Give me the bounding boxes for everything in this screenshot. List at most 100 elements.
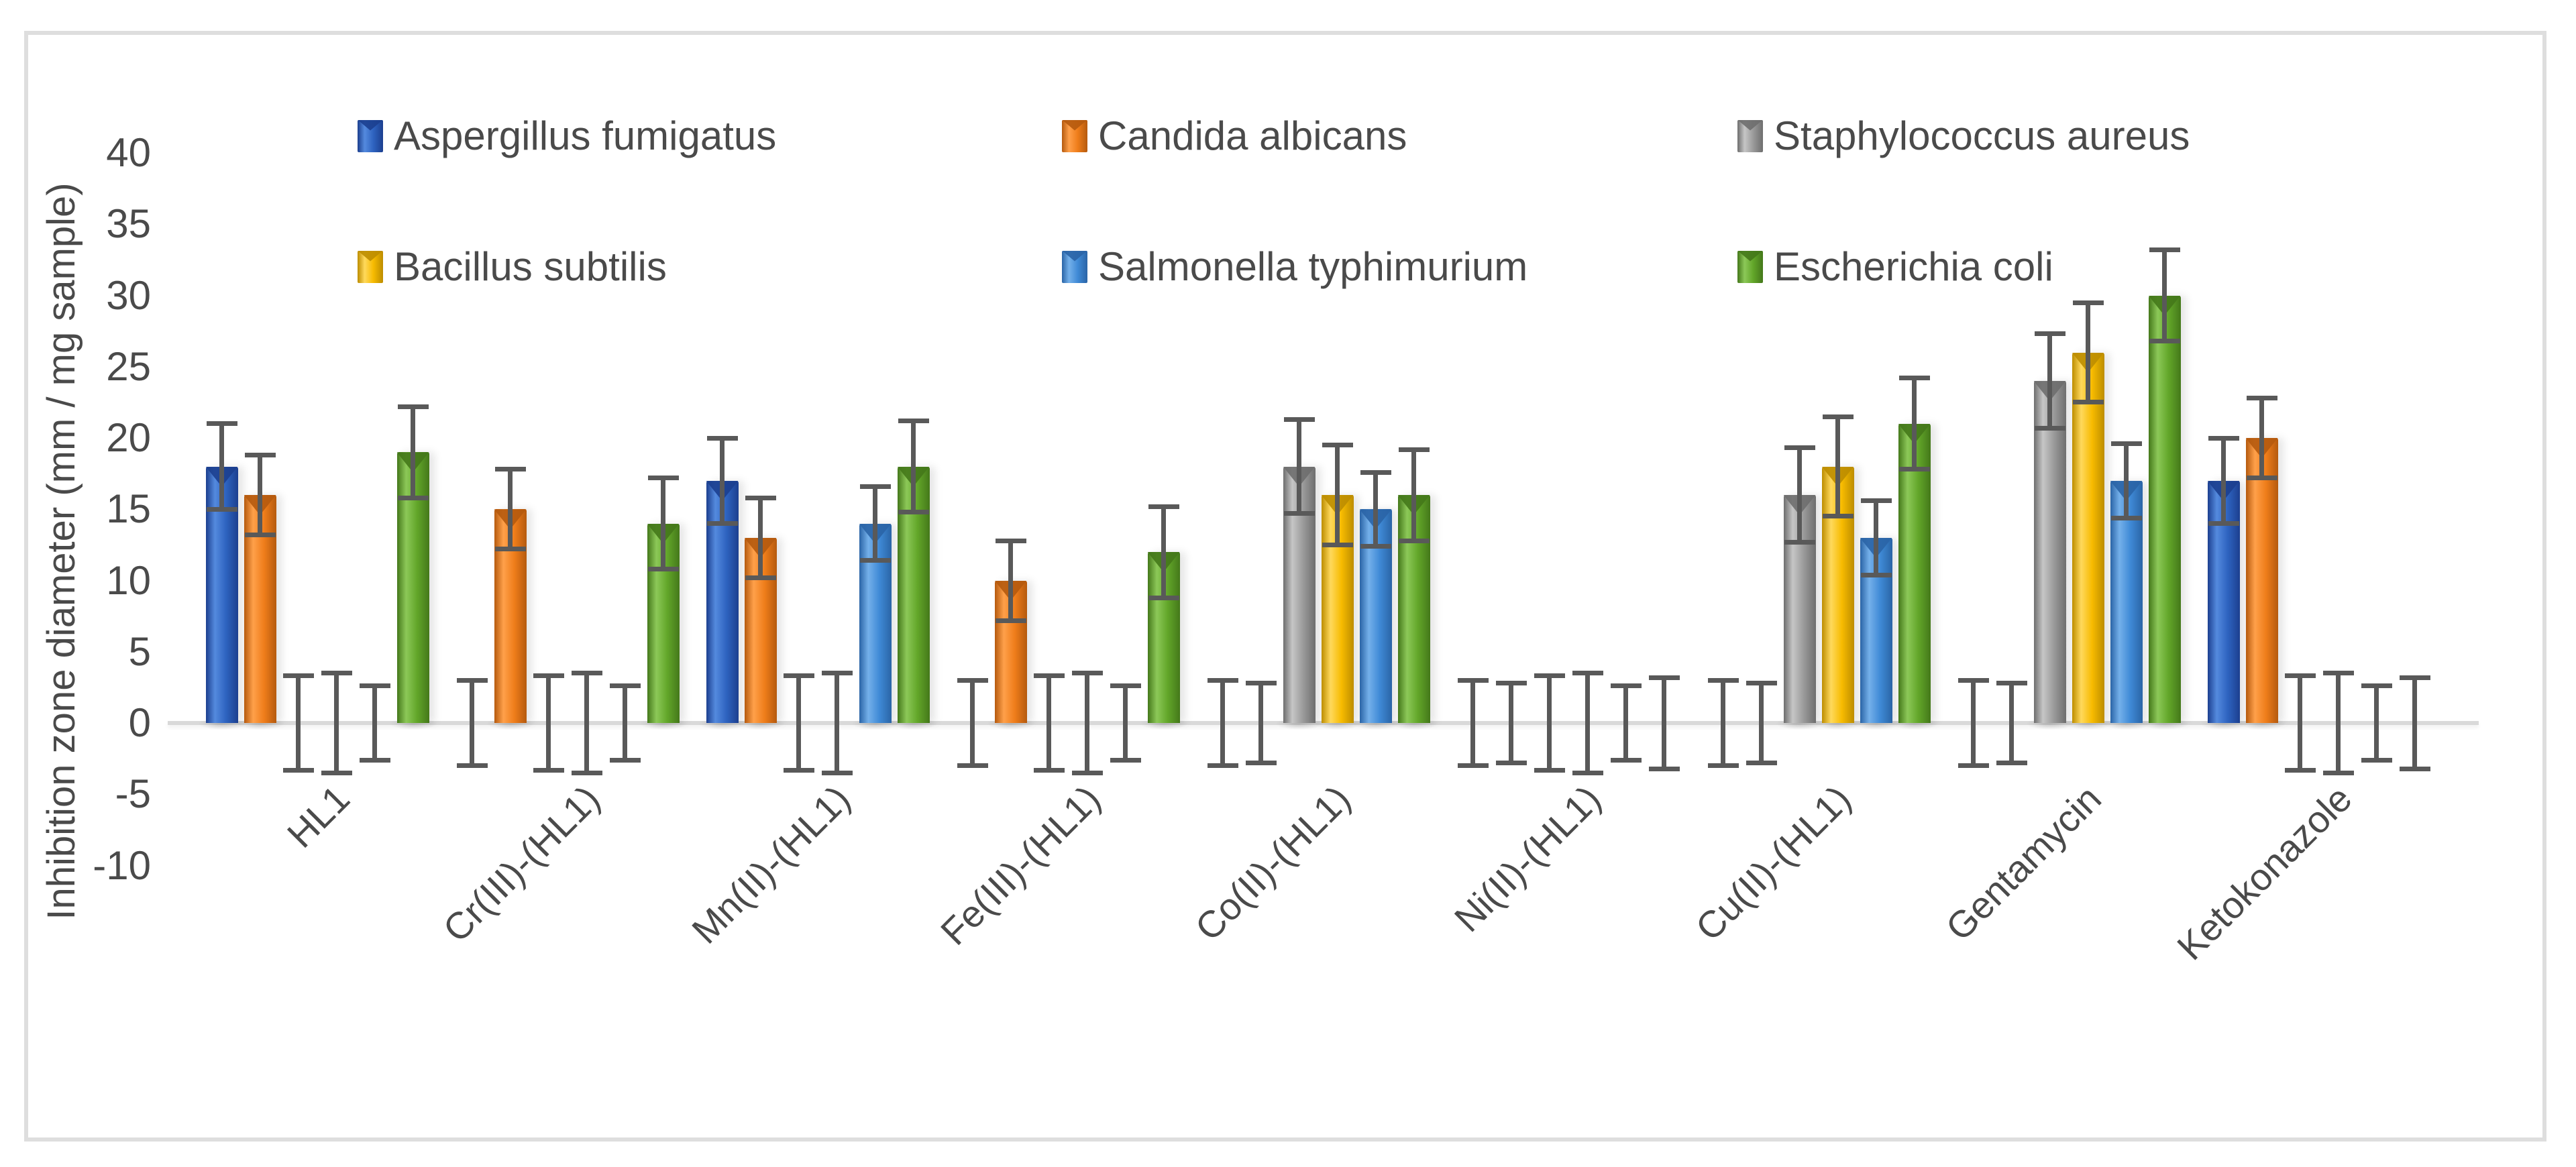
- x-axis-line: [168, 721, 2479, 725]
- error-bar-cap: [1898, 467, 1930, 472]
- error-bar-cap: [494, 467, 526, 472]
- error-bar-cap: [2246, 476, 2277, 480]
- error-bar-line: [1874, 500, 1878, 575]
- error-bar-line: [796, 675, 801, 771]
- error-bar-cap: [2110, 515, 2142, 520]
- error-bar-cap: [397, 404, 429, 409]
- bar-bacillus-subtilis-8: [2072, 352, 2104, 723]
- error-bar-line: [2412, 677, 2417, 769]
- error-bar-cap: [647, 567, 679, 571]
- error-bar-cap: [359, 757, 390, 763]
- error-bar-cap: [2399, 766, 2430, 771]
- error-bar-cap: [206, 421, 237, 427]
- error-bar-cap: [1784, 445, 1815, 451]
- error-bar-line: [758, 498, 763, 578]
- error-bar-cap: [1033, 673, 1065, 679]
- error-bar-cap: [2246, 396, 2277, 400]
- error-bar-cap: [2110, 441, 2142, 446]
- error-bar-cap: [1110, 757, 1141, 763]
- error-bar-cap: [2361, 683, 2392, 689]
- error-bar-line: [911, 421, 916, 512]
- error-bar-line: [546, 675, 551, 771]
- error-bar-line: [508, 469, 513, 549]
- error-bar-cap: [2208, 435, 2239, 441]
- error-bar-cap: [783, 767, 814, 773]
- error-bar-line: [1585, 673, 1590, 773]
- error-bar-cap: [1398, 447, 1430, 452]
- legend-swatch-icon: [1737, 119, 1763, 152]
- error-bar-cap: [1746, 681, 1777, 685]
- error-bar-cap: [1071, 671, 1103, 676]
- error-bar-cap: [957, 677, 988, 683]
- error-bar-cap: [244, 533, 276, 537]
- error-bar-cap: [609, 757, 641, 763]
- legend-item-staphylococcus-aureus: Staphylococcus aureus: [1737, 113, 2190, 159]
- error-bar-line: [1547, 675, 1552, 771]
- legend-swatch-notch: [1062, 119, 1087, 131]
- error-bar-line: [584, 673, 589, 773]
- error-bar-cap: [609, 683, 641, 689]
- error-bar-cap: [821, 770, 853, 775]
- error-bar-line: [219, 423, 224, 510]
- error-bar-cap: [2399, 675, 2430, 680]
- y-axis-tick-label: 40: [106, 130, 151, 175]
- error-bar-cap: [1360, 469, 1391, 475]
- error-bar-cap: [1110, 683, 1141, 689]
- legend-item-salmonella-typhimurium: Salmonella typhimurium: [1062, 243, 1527, 290]
- error-bar-cap: [1245, 761, 1277, 765]
- error-bar-line: [1509, 683, 1513, 763]
- error-bar-cap: [1322, 443, 1353, 448]
- error-bar-cap: [1707, 763, 1739, 769]
- error-bar-line: [1046, 675, 1051, 771]
- error-bar-cap: [859, 484, 891, 489]
- error-bar-cap: [1860, 498, 1892, 503]
- error-bar-line: [411, 406, 415, 498]
- error-bar-cap: [1746, 761, 1777, 765]
- y-axis-tick-label: 10: [106, 557, 151, 603]
- legend-swatch-notch: [1737, 250, 1763, 262]
- error-bar-cap: [206, 506, 237, 512]
- y-axis-tick-label: 5: [128, 628, 151, 674]
- error-bar-cap: [1822, 414, 1854, 419]
- error-bar-cap: [1996, 681, 2027, 685]
- error-bar-line: [2162, 249, 2167, 341]
- legend-swatch-icon: [1062, 119, 1087, 152]
- error-bar-cap: [859, 558, 891, 563]
- error-bar-cap: [1610, 683, 1642, 689]
- bar-salmonella-typhimurium-7: [1860, 537, 1892, 723]
- error-bar-line: [2374, 685, 2379, 761]
- error-bar-cap: [745, 575, 776, 580]
- error-bar-line: [1759, 683, 1764, 763]
- y-axis-tick-label: 20: [106, 415, 151, 460]
- error-bar-cap: [1610, 757, 1642, 763]
- error-bar-cap: [1322, 542, 1353, 547]
- error-bar-cap: [321, 770, 352, 775]
- error-bar-line: [1470, 680, 1475, 766]
- error-bar-cap: [494, 547, 526, 552]
- error-bar-cap: [571, 671, 602, 676]
- bar-candida-albicans-2: [494, 509, 527, 723]
- bar-candida-albicans-9: [2245, 438, 2278, 723]
- error-bar-cap: [745, 495, 776, 500]
- error-bar-line: [372, 685, 377, 761]
- error-bar-cap: [1245, 681, 1277, 685]
- error-bar-cap: [1207, 763, 1238, 769]
- error-bar-cap: [1822, 514, 1854, 519]
- error-bar-cap: [1572, 671, 1603, 676]
- error-bar-cap: [2034, 425, 2065, 431]
- error-bar-line: [1258, 683, 1263, 763]
- error-bar-cap: [2361, 757, 2392, 763]
- error-bar-cap: [1457, 763, 1489, 769]
- error-bar-cap: [1283, 511, 1315, 516]
- error-bar-line: [1662, 677, 1666, 769]
- error-bar-cap: [2284, 673, 2316, 679]
- error-bar-line: [1008, 541, 1013, 620]
- legend-item-bacillus-subtilis: Bacillus subtilis: [358, 243, 667, 290]
- error-bar-cap: [957, 763, 988, 769]
- error-bar-cap: [1898, 376, 1930, 381]
- y-axis-tick-label: 30: [106, 272, 151, 318]
- error-bar-cap: [1707, 677, 1739, 683]
- error-bar-line: [1797, 447, 1802, 543]
- error-bar-cap: [706, 435, 738, 441]
- error-bar-cap: [1148, 504, 1179, 509]
